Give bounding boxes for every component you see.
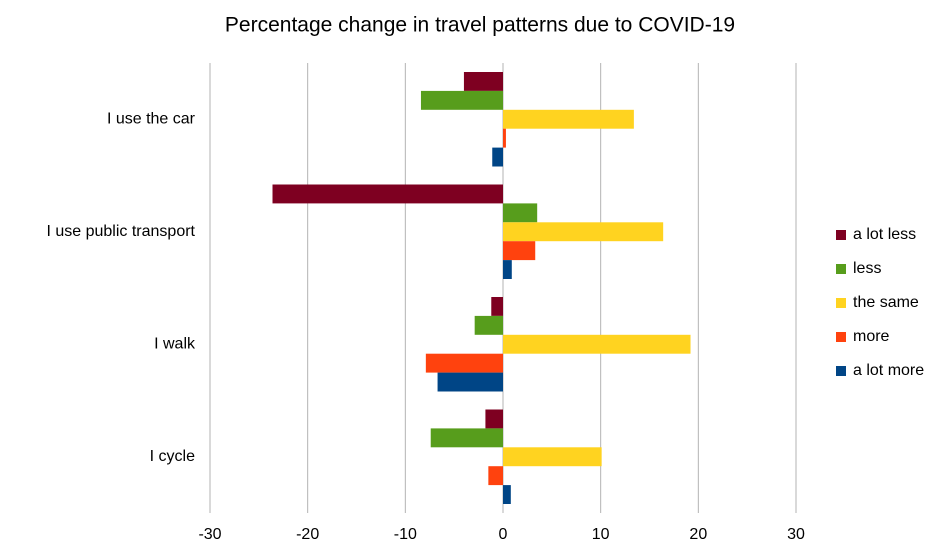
bar <box>463 72 503 91</box>
legend-label: less <box>853 260 881 277</box>
bar <box>503 222 664 242</box>
bar <box>474 315 503 335</box>
x-tick-label: -10 <box>394 526 417 543</box>
x-tick-label: 10 <box>592 526 610 543</box>
legend-label: more <box>853 328 890 345</box>
x-tick-label: 0 <box>499 526 508 543</box>
y-tick-label: I cycle <box>150 448 195 465</box>
bar <box>503 203 538 223</box>
bar <box>503 334 691 354</box>
bar <box>430 428 503 448</box>
y-tick-label: I use public transport <box>46 223 195 240</box>
bar <box>488 466 503 486</box>
bar <box>420 90 503 110</box>
bar <box>503 260 512 279</box>
bar <box>437 372 503 392</box>
bar <box>503 241 536 261</box>
legend-swatch <box>836 366 846 376</box>
bar <box>503 128 506 148</box>
bar <box>503 485 511 504</box>
chart-title: Percentage change in travel patterns due… <box>225 14 735 37</box>
x-tick-label: 20 <box>689 526 707 543</box>
legend-label: the same <box>853 294 919 311</box>
x-tick-label: 30 <box>787 526 805 543</box>
y-tick-label: I use the car <box>107 110 196 127</box>
bar <box>503 109 634 129</box>
bar <box>503 447 602 467</box>
x-tick-label: -30 <box>198 526 221 543</box>
y-tick-label: I walk <box>154 335 196 352</box>
bar <box>492 147 503 167</box>
legend-swatch <box>836 332 846 342</box>
x-tick-label: -20 <box>296 526 319 543</box>
legend-label: a lot more <box>853 362 924 379</box>
bar <box>272 184 503 204</box>
legend-swatch <box>836 230 846 240</box>
legend-label: a lot less <box>853 226 916 243</box>
legend-swatch <box>836 298 846 308</box>
bar <box>485 409 503 429</box>
bar <box>425 353 503 373</box>
legend-swatch <box>836 264 846 274</box>
bar <box>491 297 503 316</box>
